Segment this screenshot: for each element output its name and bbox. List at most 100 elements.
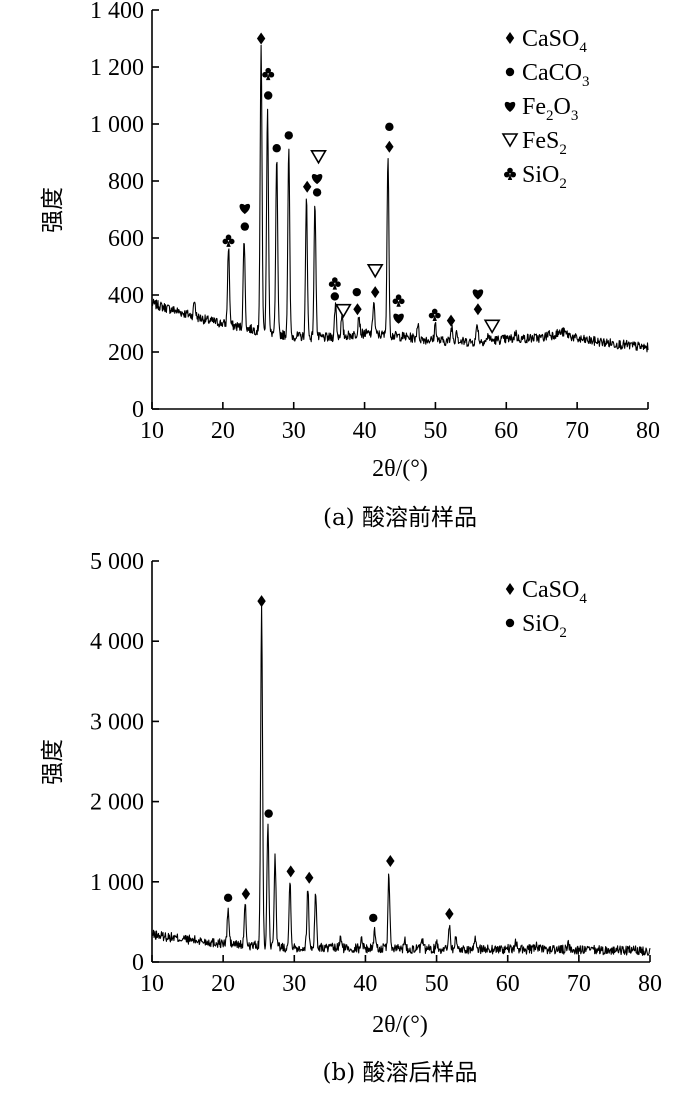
y-tick-label: 0 bbox=[132, 397, 144, 423]
panel-b-axes bbox=[151, 561, 650, 963]
legend-circle-symbol bbox=[505, 67, 515, 77]
diamond-marker bbox=[446, 314, 456, 327]
x-tick-label: 40 bbox=[353, 418, 377, 444]
x-tick-label: 80 bbox=[636, 418, 660, 444]
x-tick-label: 10 bbox=[140, 971, 164, 997]
panel-b-diffraction-line bbox=[151, 603, 651, 956]
circle-marker bbox=[272, 144, 281, 153]
x-tick-label: 20 bbox=[211, 418, 235, 444]
y-tick-label: 600 bbox=[108, 226, 144, 252]
club-marker bbox=[392, 294, 405, 307]
panel-a-y-axis-label: 强度 bbox=[40, 187, 66, 233]
panel-b-y-tick-labels: 0 1 000 2 000 3 000 4 000 5 000 bbox=[90, 549, 159, 976]
diamond-marker bbox=[305, 871, 314, 884]
x-tick-label: 80 bbox=[638, 971, 662, 997]
diamond-marker bbox=[286, 865, 295, 878]
panel-a-y-tick-labels: 0 200 400 600 800 1 000 1 200 1 400 bbox=[90, 0, 159, 423]
y-tick-label: 1 000 bbox=[90, 112, 144, 138]
panel-b-y-axis-label: 强度 bbox=[40, 739, 66, 785]
y-tick-label: 800 bbox=[108, 169, 144, 195]
x-tick-label: 40 bbox=[353, 971, 377, 997]
panel-b-x-tick-labels: 10 20 30 40 50 60 70 80 bbox=[140, 955, 662, 997]
panel-a-phase-markers bbox=[222, 32, 501, 334]
x-tick-label: 60 bbox=[494, 418, 518, 444]
heart-marker bbox=[311, 173, 323, 185]
diamond-marker bbox=[302, 180, 312, 193]
diamond-marker bbox=[256, 32, 266, 45]
club-marker bbox=[262, 67, 275, 81]
x-tick-label: 60 bbox=[496, 971, 520, 997]
panel-a-axes bbox=[151, 10, 648, 410]
triangle-down-marker bbox=[310, 149, 327, 165]
y-tick-label: 5 000 bbox=[90, 549, 144, 575]
diamond-marker bbox=[353, 303, 362, 316]
panel-b-trace bbox=[151, 603, 651, 956]
panel-b: 0 1 000 2 000 3 000 4 000 5 000 10 20 30 40 50 60 7… bbox=[40, 549, 662, 1086]
y-tick-label: 400 bbox=[108, 283, 144, 309]
club-marker bbox=[222, 234, 235, 247]
triangle-down-marker bbox=[334, 303, 352, 319]
x-tick-label: 30 bbox=[282, 418, 306, 444]
x-tick-label: 50 bbox=[425, 971, 449, 997]
circle-marker bbox=[312, 188, 322, 197]
club-marker bbox=[328, 277, 341, 290]
triangle-down-marker bbox=[366, 263, 384, 279]
panel-a-trace bbox=[151, 44, 649, 353]
circle-marker bbox=[240, 222, 250, 231]
diamond-marker bbox=[386, 854, 395, 867]
legend-club-symbol bbox=[504, 167, 516, 180]
panel-a-diffraction-line bbox=[151, 44, 649, 353]
heart-marker bbox=[239, 203, 251, 215]
legend-entry: FeS2 bbox=[522, 128, 567, 158]
x-tick-label: 20 bbox=[211, 971, 235, 997]
y-tick-label: 3 000 bbox=[90, 709, 144, 735]
panel-a-legend: CaSO4 CaCO3 Fe2O3 FeS2 SiO2 bbox=[501, 26, 590, 192]
legend-entry: SiO2 bbox=[522, 611, 567, 641]
panel-a-x-axis-label: 2θ/(°) bbox=[372, 456, 428, 482]
y-tick-label: 1 000 bbox=[90, 870, 144, 896]
y-tick-label: 0 bbox=[132, 950, 144, 976]
x-tick-label: 30 bbox=[282, 971, 306, 997]
legend-diamond-symbol bbox=[505, 32, 515, 44]
diamond-marker bbox=[241, 887, 251, 900]
x-tick-label: 50 bbox=[423, 418, 447, 444]
legend-entry: CaSO4 bbox=[522, 26, 587, 56]
club-marker bbox=[428, 308, 441, 321]
y-tick-label: 1 200 bbox=[90, 55, 144, 81]
circle-marker bbox=[330, 292, 340, 301]
circle-marker bbox=[352, 287, 361, 297]
legend-heart-symbol bbox=[504, 101, 516, 112]
heart-marker bbox=[472, 289, 484, 300]
circle-marker bbox=[264, 91, 273, 100]
y-tick-label: 1 400 bbox=[90, 0, 144, 24]
panel-b-legend: CaSO4 SiO2 bbox=[505, 577, 587, 641]
legend-entry: Fe2O3 bbox=[522, 94, 578, 124]
panel-b-x-axis-label: 2θ/(°) bbox=[372, 1012, 428, 1038]
diamond-marker bbox=[385, 140, 394, 153]
heart-marker bbox=[393, 313, 404, 324]
circle-marker bbox=[264, 809, 273, 818]
diamond-marker bbox=[257, 595, 266, 608]
diamond-marker bbox=[473, 303, 483, 316]
y-tick-label: 4 000 bbox=[90, 629, 144, 655]
panel-a-caption: (a) 酸溶前样品 bbox=[323, 505, 477, 531]
panel-a: 0 200 400 600 800 1 000 1 200 1 400 10 20 30 40 50 6… bbox=[40, 0, 660, 531]
panel-b-phase-markers bbox=[223, 595, 454, 923]
diamond-marker bbox=[445, 907, 454, 920]
circle-marker bbox=[369, 913, 378, 923]
legend-entry: CaSO4 bbox=[522, 577, 587, 607]
y-tick-label: 200 bbox=[108, 340, 144, 366]
legend-entry: SiO2 bbox=[522, 162, 567, 192]
legend-diamond-symbol bbox=[505, 583, 515, 595]
circle-marker bbox=[385, 122, 394, 132]
circle-marker bbox=[284, 131, 293, 140]
circle-marker bbox=[223, 893, 233, 903]
panel-a-x-tick-labels: 10 20 30 40 50 60 70 80 bbox=[140, 402, 660, 444]
y-tick-label: 2 000 bbox=[90, 790, 144, 816]
legend-circle-symbol bbox=[505, 618, 515, 628]
legend-triangle-down-symbol bbox=[501, 133, 519, 148]
legend-entry: CaCO3 bbox=[522, 60, 590, 90]
x-tick-label: 70 bbox=[565, 418, 589, 444]
x-tick-label: 70 bbox=[567, 971, 591, 997]
